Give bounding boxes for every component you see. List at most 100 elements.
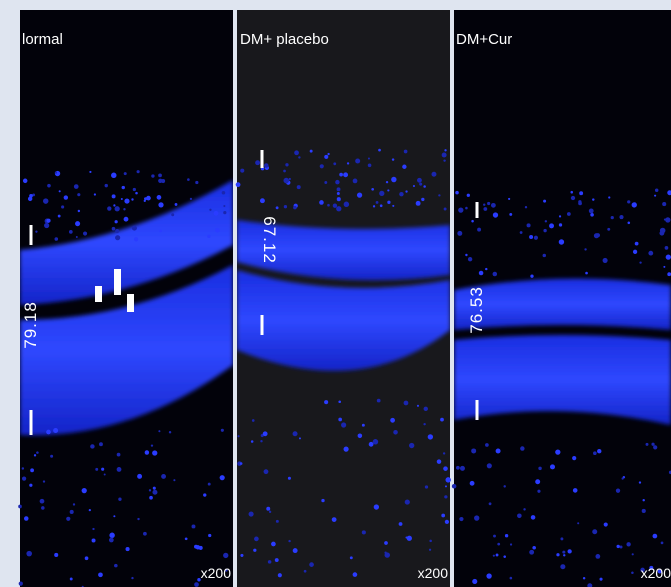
nucleus bbox=[441, 514, 445, 518]
nucleus bbox=[493, 555, 495, 557]
nucleus bbox=[263, 431, 268, 436]
nucleus bbox=[124, 217, 129, 222]
nucleus bbox=[399, 192, 403, 196]
nucleus bbox=[260, 198, 265, 203]
nucleus bbox=[404, 150, 408, 154]
nucleus bbox=[549, 223, 554, 228]
nucleus bbox=[169, 431, 171, 433]
nucleus bbox=[616, 545, 619, 548]
nucleus bbox=[192, 524, 196, 528]
nucleus bbox=[333, 162, 336, 165]
nucleus bbox=[621, 477, 623, 479]
nucleus bbox=[607, 228, 610, 231]
nucleus bbox=[207, 235, 210, 238]
nucleus bbox=[324, 181, 327, 184]
nucleus bbox=[405, 536, 407, 538]
nucleus bbox=[437, 459, 442, 464]
nucleus bbox=[424, 407, 428, 411]
nucleus bbox=[310, 150, 313, 153]
nucleus bbox=[327, 204, 330, 207]
nucleus bbox=[487, 202, 490, 205]
nucleus bbox=[460, 466, 465, 471]
nucleus bbox=[137, 474, 142, 479]
nucleus bbox=[472, 579, 477, 584]
nucleus bbox=[485, 443, 489, 447]
nucleus bbox=[571, 196, 575, 200]
nucleus bbox=[144, 200, 146, 202]
nucleus bbox=[390, 418, 395, 423]
nucleus bbox=[531, 515, 536, 520]
nucleus bbox=[43, 198, 48, 203]
nucleus bbox=[214, 211, 219, 216]
nucleus bbox=[585, 272, 588, 275]
nucleus bbox=[337, 192, 340, 195]
nucleus bbox=[240, 554, 243, 557]
nucleus bbox=[358, 434, 363, 439]
nucleus bbox=[339, 173, 343, 177]
nucleus bbox=[653, 445, 657, 449]
nucleus bbox=[440, 418, 444, 422]
nucleus bbox=[631, 571, 634, 574]
nucleus bbox=[608, 196, 610, 198]
nucleus bbox=[99, 442, 103, 446]
nucleus bbox=[444, 495, 447, 498]
nucleus bbox=[73, 503, 75, 505]
nucleus bbox=[54, 237, 58, 241]
nucleus bbox=[429, 549, 431, 551]
nucleus bbox=[639, 261, 641, 263]
nucleus bbox=[320, 164, 324, 168]
nucleus bbox=[324, 155, 328, 159]
nucleus bbox=[579, 191, 583, 195]
nucleus bbox=[145, 450, 149, 454]
nucleus bbox=[604, 522, 608, 526]
nucleus bbox=[368, 163, 372, 167]
nucleus bbox=[74, 184, 79, 189]
nucleus bbox=[592, 529, 597, 534]
nucleus bbox=[505, 534, 508, 537]
nucleus bbox=[599, 578, 602, 581]
nucleus bbox=[264, 163, 268, 167]
nucleus bbox=[54, 553, 58, 557]
nucleus bbox=[378, 149, 381, 152]
marker bbox=[95, 286, 102, 302]
nucleus bbox=[43, 480, 45, 482]
nucleus bbox=[578, 200, 581, 203]
nucleus bbox=[402, 165, 406, 169]
nucleus bbox=[105, 184, 108, 187]
nucleus bbox=[223, 211, 226, 214]
nucleus bbox=[532, 546, 536, 550]
nucleus bbox=[115, 220, 118, 223]
nucleus bbox=[393, 430, 398, 435]
nucleus bbox=[648, 251, 653, 256]
nucleus bbox=[465, 207, 468, 210]
nucleus bbox=[132, 226, 137, 231]
nucleus bbox=[158, 179, 162, 183]
nucleus bbox=[266, 507, 270, 511]
nucleus bbox=[158, 202, 163, 207]
nucleus bbox=[474, 515, 479, 520]
nucleus bbox=[470, 481, 475, 486]
nucleus bbox=[655, 188, 659, 192]
nucleus bbox=[666, 255, 671, 260]
nucleus bbox=[70, 578, 73, 581]
nucleus bbox=[508, 198, 510, 200]
nucleus bbox=[386, 181, 388, 183]
nucleus bbox=[529, 550, 534, 555]
nucleus bbox=[590, 213, 594, 217]
nucleus bbox=[592, 198, 594, 200]
nucleus bbox=[333, 204, 337, 208]
nucleus bbox=[92, 538, 96, 542]
nucleus bbox=[445, 477, 450, 482]
nucleus bbox=[109, 538, 114, 543]
nucleus bbox=[458, 207, 463, 212]
page: {"panels": [ {"label": "lormal", "measur… bbox=[0, 0, 671, 587]
nucleus bbox=[293, 431, 298, 436]
nucleus bbox=[626, 542, 630, 546]
nucleus bbox=[271, 542, 276, 547]
nucleus bbox=[665, 246, 669, 250]
nucleus bbox=[276, 206, 279, 209]
nucleus bbox=[101, 468, 104, 471]
marker bbox=[114, 269, 121, 295]
nucleus bbox=[59, 190, 61, 192]
nucleus bbox=[157, 195, 162, 200]
